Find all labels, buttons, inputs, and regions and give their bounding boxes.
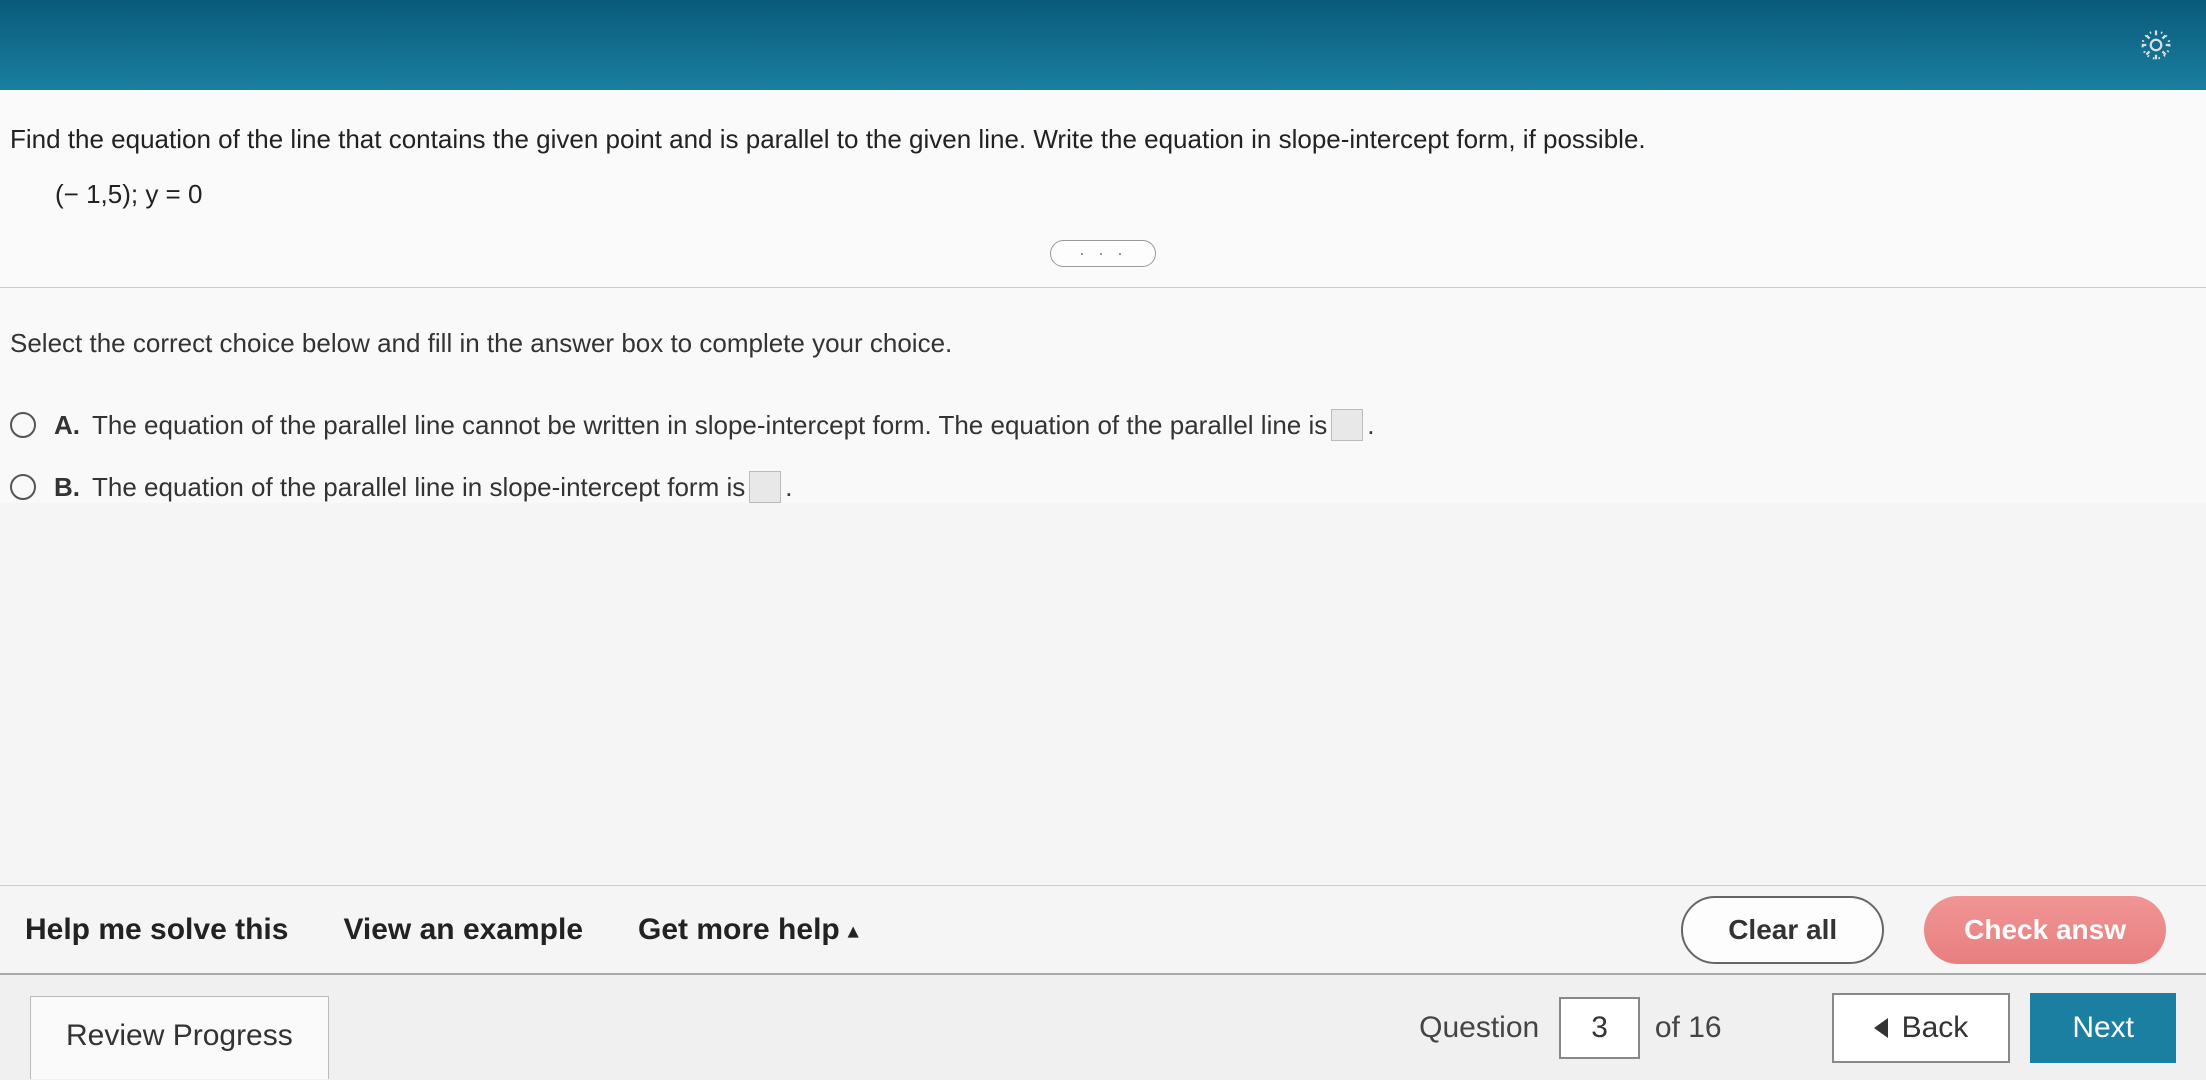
check-answer-button[interactable]: Check answ [1924, 896, 2166, 964]
get-more-help-button[interactable]: Get more help ▴ [638, 913, 858, 947]
choice-a-text-before: The equation of the parallel line cannot… [92, 410, 1327, 441]
question-given: (− 1,5); y = 0 [0, 179, 2206, 210]
triangle-left-icon [1874, 1018, 1888, 1038]
answer-input-a[interactable] [1331, 409, 1363, 441]
get-more-help-label: Get more help [638, 913, 840, 946]
view-example-button[interactable]: View an example [343, 913, 583, 947]
help-me-solve-button[interactable]: Help me solve this [25, 913, 288, 947]
help-bar: Help me solve this View an example Get m… [0, 885, 2206, 975]
choice-letter-b: B. [54, 472, 80, 503]
question-label: Question [1419, 1011, 1539, 1045]
back-label: Back [1902, 1011, 1969, 1045]
radio-b[interactable] [10, 474, 36, 500]
back-button[interactable]: Back [1832, 993, 2011, 1063]
choice-b[interactable]: B. The equation of the parallel line in … [10, 471, 2186, 503]
question-number: 3 [1559, 997, 1640, 1059]
caret-up-icon: ▴ [848, 920, 858, 942]
divider: · · · [0, 240, 2206, 267]
question-total: of 16 [1655, 1011, 1722, 1045]
choice-b-text-before: The equation of the parallel line in slo… [92, 472, 745, 503]
clear-all-button[interactable]: Clear all [1681, 896, 1884, 964]
nav-bar: Review Progress Question 3 of 16 Back Ne… [0, 975, 2206, 1080]
radio-a[interactable] [10, 412, 36, 438]
choice-a-text-after: . [1367, 410, 1374, 441]
choice-b-text-after: . [785, 472, 792, 503]
answer-area: Select the correct choice below and fill… [0, 288, 2206, 503]
answer-instruction: Select the correct choice below and fill… [10, 328, 2186, 359]
choice-a[interactable]: A. The equation of the parallel line can… [10, 409, 2186, 441]
ellipsis-toggle[interactable]: · · · [1050, 240, 1156, 267]
choice-letter-a: A. [54, 410, 80, 441]
gear-icon [2138, 27, 2174, 63]
review-progress-button[interactable]: Review Progress [30, 996, 329, 1079]
settings-button[interactable] [2136, 25, 2176, 65]
top-bar [0, 0, 2206, 90]
answer-input-b[interactable] [749, 471, 781, 503]
question-prompt: Find the equation of the line that conta… [0, 120, 2206, 179]
question-area: Find the equation of the line that conta… [0, 90, 2206, 288]
next-label: Next [2072, 1011, 2134, 1045]
next-button[interactable]: Next [2030, 993, 2176, 1063]
